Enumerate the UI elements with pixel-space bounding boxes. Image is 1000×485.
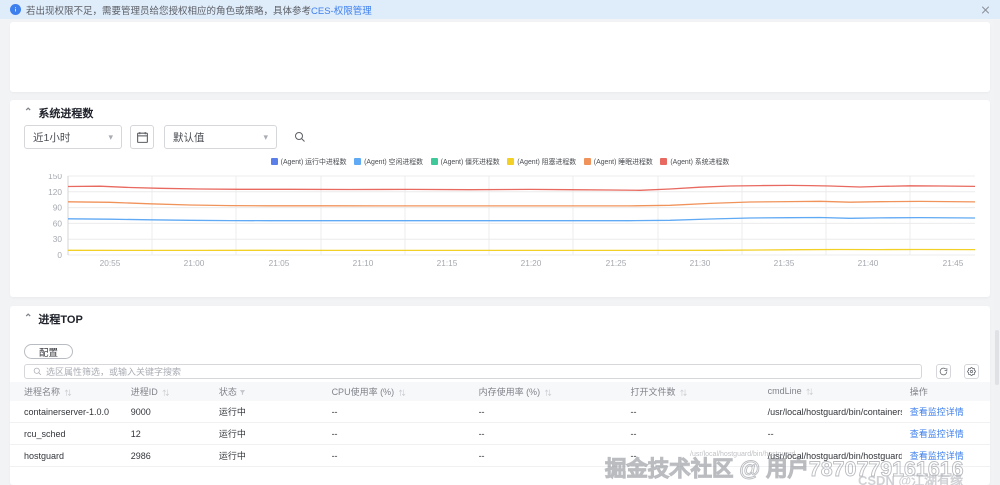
svg-text:0: 0 — [57, 250, 62, 260]
svg-text:60: 60 — [53, 218, 63, 228]
svg-text:150: 150 — [48, 174, 62, 181]
svg-text:21:10: 21:10 — [353, 258, 374, 268]
svg-text:90: 90 — [53, 203, 63, 213]
svg-text:21:45: 21:45 — [943, 258, 964, 268]
svg-text:20:55: 20:55 — [100, 258, 121, 268]
svg-text:21:05: 21:05 — [269, 258, 290, 268]
svg-text:21:25: 21:25 — [606, 258, 627, 268]
svg-text:21:20: 21:20 — [521, 258, 542, 268]
svg-text:30: 30 — [53, 234, 63, 244]
svg-text:21:15: 21:15 — [437, 258, 458, 268]
svg-text:21:30: 21:30 — [690, 258, 711, 268]
svg-text:21:35: 21:35 — [774, 258, 795, 268]
svg-text:21:00: 21:00 — [184, 258, 205, 268]
svg-text:120: 120 — [48, 187, 62, 197]
svg-text:21:40: 21:40 — [858, 258, 879, 268]
